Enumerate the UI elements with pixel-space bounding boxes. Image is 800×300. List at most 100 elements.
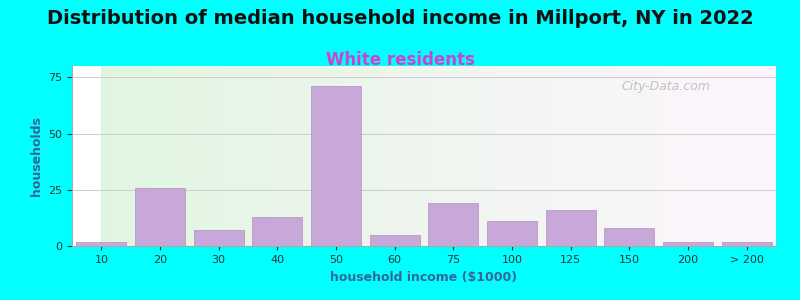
Bar xyxy=(249,66,256,246)
Bar xyxy=(354,66,362,246)
Bar xyxy=(439,66,446,246)
Bar xyxy=(693,66,700,246)
Bar xyxy=(77,242,126,246)
Bar xyxy=(489,66,495,246)
Bar xyxy=(742,66,749,246)
Bar xyxy=(658,66,665,246)
Bar xyxy=(454,66,460,246)
Bar xyxy=(517,66,524,246)
Bar xyxy=(137,66,143,246)
Bar xyxy=(608,66,615,246)
Bar xyxy=(165,66,172,246)
Text: City-Data.com: City-Data.com xyxy=(621,80,710,93)
Bar xyxy=(663,242,713,246)
Bar xyxy=(228,66,235,246)
Bar xyxy=(559,66,566,246)
Bar xyxy=(615,66,622,246)
Y-axis label: households: households xyxy=(30,116,42,196)
Bar xyxy=(678,66,686,246)
Bar xyxy=(158,66,165,246)
Bar xyxy=(580,66,587,246)
Bar xyxy=(467,66,474,246)
Bar xyxy=(200,66,207,246)
Bar xyxy=(221,66,228,246)
Bar xyxy=(341,66,348,246)
Bar xyxy=(495,66,502,246)
Bar xyxy=(770,66,777,246)
X-axis label: household income ($1000): household income ($1000) xyxy=(330,271,518,284)
Bar xyxy=(756,66,763,246)
Bar xyxy=(728,66,735,246)
Bar xyxy=(194,230,243,246)
Bar xyxy=(587,66,594,246)
Bar xyxy=(446,66,454,246)
Bar xyxy=(235,66,242,246)
Bar xyxy=(686,66,693,246)
Bar xyxy=(524,66,530,246)
Bar xyxy=(172,66,178,246)
Bar xyxy=(291,66,298,246)
Bar xyxy=(671,66,678,246)
Bar xyxy=(390,66,397,246)
Bar xyxy=(538,66,545,246)
Bar xyxy=(502,66,510,246)
Bar xyxy=(370,235,419,246)
Bar xyxy=(284,66,291,246)
Bar xyxy=(429,203,478,246)
Bar xyxy=(482,66,489,246)
Bar xyxy=(460,66,467,246)
Bar xyxy=(214,66,221,246)
Bar xyxy=(362,66,369,246)
Bar xyxy=(545,66,552,246)
Bar xyxy=(319,66,326,246)
Bar xyxy=(487,221,537,246)
Bar xyxy=(530,66,538,246)
Bar xyxy=(108,66,115,246)
Bar xyxy=(186,66,193,246)
Bar xyxy=(256,66,263,246)
Bar xyxy=(605,228,654,246)
Bar xyxy=(143,66,150,246)
Bar xyxy=(735,66,742,246)
Bar xyxy=(253,217,302,246)
Bar xyxy=(791,66,798,246)
Text: White residents: White residents xyxy=(326,51,474,69)
Bar xyxy=(749,66,756,246)
Bar xyxy=(546,210,595,246)
Bar xyxy=(306,66,313,246)
Bar xyxy=(798,66,800,246)
Bar xyxy=(706,66,714,246)
Bar xyxy=(510,66,517,246)
Bar xyxy=(193,66,200,246)
Bar xyxy=(474,66,482,246)
Bar xyxy=(636,66,643,246)
Bar xyxy=(665,66,671,246)
Bar xyxy=(130,66,137,246)
Bar xyxy=(115,66,122,246)
Bar xyxy=(207,66,214,246)
Bar xyxy=(643,66,650,246)
Bar xyxy=(348,66,354,246)
Bar xyxy=(122,66,130,246)
Bar xyxy=(418,66,425,246)
Bar xyxy=(700,66,706,246)
Bar xyxy=(178,66,186,246)
Bar xyxy=(777,66,784,246)
Bar xyxy=(369,66,376,246)
Bar xyxy=(763,66,770,246)
Bar xyxy=(313,66,319,246)
Bar xyxy=(432,66,439,246)
Bar xyxy=(334,66,341,246)
Bar xyxy=(278,66,284,246)
Bar xyxy=(102,66,108,246)
Bar xyxy=(404,66,411,246)
Text: Distribution of median household income in Millport, NY in 2022: Distribution of median household income … xyxy=(46,9,754,28)
Bar xyxy=(150,66,158,246)
Bar xyxy=(135,188,185,246)
Bar xyxy=(721,66,728,246)
Bar xyxy=(594,66,601,246)
Bar xyxy=(630,66,636,246)
Bar xyxy=(784,66,791,246)
Bar xyxy=(714,66,721,246)
Bar xyxy=(622,66,630,246)
